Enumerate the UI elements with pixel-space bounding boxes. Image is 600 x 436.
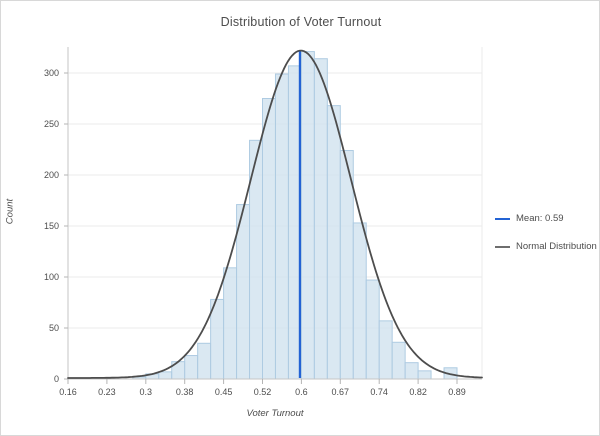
histogram-bar[interactable] [158,371,173,380]
y-tick-label: 150 [44,221,59,231]
x-tick-label: 0.67 [332,387,350,397]
x-tick-label: 0.38 [176,387,194,397]
normal-distribution-swatch-icon [495,245,510,248]
histogram-bar[interactable] [339,150,354,380]
histogram-bar[interactable] [326,105,341,380]
normal-distribution-curve [67,49,483,379]
histogram-bar[interactable] [313,58,328,380]
x-tick-label: 0.52 [254,387,272,397]
legend-item-normal-distribution[interactable]: Normal Distribution [495,241,599,252]
mean-line-swatch-icon [495,217,510,220]
x-tick-label: 0.6 [295,387,308,397]
histogram-bar[interactable] [184,355,199,380]
y-tick-label: 250 [44,119,59,129]
histogram-bar[interactable] [404,362,419,380]
x-tick-label: 0.23 [98,387,116,397]
chart-title: Distribution of Voter Turnout [220,15,382,29]
histogram-bar[interactable] [391,341,406,380]
histogram-bar[interactable] [300,51,315,380]
histogram-bar[interactable] [197,342,212,380]
legend-label-mean: Mean: 0.59 [516,213,564,224]
y-tick-label: 300 [44,68,59,78]
histogram-bar[interactable] [274,73,289,380]
histogram-bar[interactable] [223,267,238,380]
histogram-bar[interactable] [262,98,276,380]
histogram-bar[interactable] [352,222,367,380]
x-tick-label: 0.3 [140,387,153,397]
y-tick-label: 0 [54,374,59,384]
x-axis-title: Voter Turnout [246,408,304,419]
histogram-bar[interactable] [365,279,380,380]
legend-label-normal-distribution: Normal Distribution [516,241,597,252]
x-tick-label: 0.16 [59,387,77,397]
legend-item-mean[interactable]: Mean: 0.59 [495,213,599,224]
x-tick-label: 0.82 [409,387,427,397]
x-tick-label: 0.74 [370,387,388,397]
y-tick-label: 100 [44,272,59,282]
x-tick-label: 0.45 [215,387,233,397]
x-tick-label: 0.89 [448,387,466,397]
legend: Mean: 0.59 Normal Distribution [495,213,599,252]
y-tick-label: 50 [49,323,59,333]
histogram-bar[interactable] [210,298,225,380]
histogram-bar[interactable] [378,320,393,380]
histogram-bar[interactable] [417,370,432,380]
y-tick-label: 200 [44,170,59,180]
